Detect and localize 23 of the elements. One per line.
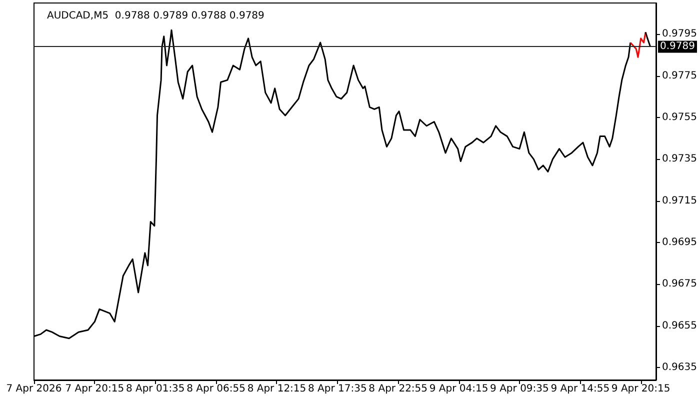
x-tick-label: 8 Apr 22:55 bbox=[368, 384, 428, 394]
x-tick-label: 8 Apr 12:15 bbox=[247, 384, 306, 394]
y-tick-label: 0.9715 bbox=[662, 195, 698, 206]
x-tick-label: 8 Apr 17:35 bbox=[308, 384, 367, 394]
x-tick-label: 9 Apr 04:15 bbox=[429, 384, 488, 394]
x-tick-label: 9 Apr 20:15 bbox=[611, 384, 670, 394]
y-tick-label: 0.9635 bbox=[662, 362, 698, 374]
y-tick-label: 0.9795 bbox=[662, 28, 698, 40]
y-tick-label: 0.9755 bbox=[662, 112, 698, 124]
x-tick-label: 7 Apr 2026 bbox=[6, 384, 62, 394]
x-tick-label: 9 Apr 14:55 bbox=[550, 384, 610, 394]
y-tick-label: 0.9735 bbox=[662, 154, 698, 165]
ref-line-label: 0.9789 bbox=[660, 41, 696, 52]
x-tick-label: 7 Apr 20:15 bbox=[65, 384, 124, 394]
x-tick-label: 8 Apr 06:55 bbox=[186, 384, 246, 394]
x-tick-label: 8 Apr 01:35 bbox=[126, 384, 185, 394]
y-tick-label: 0.9775 bbox=[662, 70, 698, 82]
text: AUDCAD,M5 0.9788 0.9789 0.9788 0.9789 bbox=[47, 10, 264, 22]
y-tick-label: 0.9675 bbox=[662, 278, 698, 290]
y-tick-label: 0.9655 bbox=[662, 320, 698, 332]
y-tick-label: 0.9695 bbox=[662, 237, 698, 248]
x-tick-label: 9 Apr 09:35 bbox=[490, 384, 549, 394]
line-series bbox=[630, 31, 646, 58]
